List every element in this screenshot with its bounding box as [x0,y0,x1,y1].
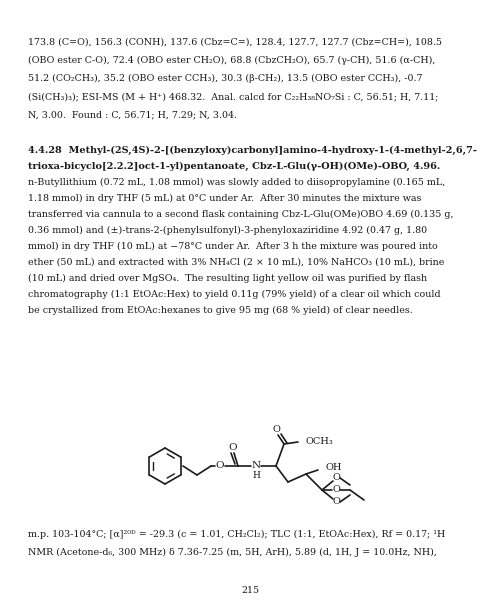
Text: (OBO ester C-O), 72.4 (OBO ester CH₂O), 68.8 (CbzCH₂O), 65.7 (γ-CH), 51.6 (α-CH): (OBO ester C-O), 72.4 (OBO ester CH₂O), … [28,56,436,65]
Text: ether (50 mL) and extracted with 3% NH₄Cl (2 × 10 mL), 10% NaHCO₃ (10 mL), brine: ether (50 mL) and extracted with 3% NH₄C… [28,258,444,267]
Text: 0.36 mmol) and (±)-trans-2-(phenylsulfonyl)-3-phenyloxaziridine 4.92 (0.47 g, 1.: 0.36 mmol) and (±)-trans-2-(phenylsulfon… [28,226,427,235]
Text: O: O [216,462,224,471]
Text: transferred via cannula to a second flask containing Cbz-L-Glu(OMe)OBO 4.69 (0.1: transferred via cannula to a second flas… [28,210,454,219]
Text: NMR (Acetone-d₆, 300 MHz) δ 7.36-7.25 (m, 5H, ArH), 5.89 (d, 1H, J = 10.0Hz, NH): NMR (Acetone-d₆, 300 MHz) δ 7.36-7.25 (m… [28,548,437,557]
Text: N, 3.00.  Found : C, 56.71; H, 7.29; N, 3.04.: N, 3.00. Found : C, 56.71; H, 7.29; N, 3… [28,110,237,119]
Text: mmol) in dry THF (10 mL) at −78°C under Ar.  After 3 h the mixture was poured in: mmol) in dry THF (10 mL) at −78°C under … [28,242,438,251]
Text: O: O [332,498,340,507]
Text: trioxa-bicyclo[2.2.2]oct-1-yl)pentanoate, Cbz-L-Glu(γ-OH)(OMe)-OBO, 4.96.: trioxa-bicyclo[2.2.2]oct-1-yl)pentanoate… [28,162,440,171]
Text: N: N [252,462,260,471]
Text: O: O [272,426,280,434]
Text: be crystallized from EtOAc:hexanes to give 95 mg (68 % yield) of clear needles.: be crystallized from EtOAc:hexanes to gi… [28,306,413,315]
Text: (Si(CH₃)₃); ESI-MS (M + H⁺) 468.32.  Anal. calcd for C₂₂H₃₈NO₇Si : C, 56.51; H, : (Si(CH₃)₃); ESI-MS (M + H⁺) 468.32. Anal… [28,92,438,101]
Text: 1.18 mmol) in dry THF (5 mL) at 0°C under Ar.  After 30 minutes the mixture was: 1.18 mmol) in dry THF (5 mL) at 0°C unde… [28,194,421,203]
Text: chromatography (1:1 EtOAc:Hex) to yield 0.11g (79% yield) of a clear oil which c: chromatography (1:1 EtOAc:Hex) to yield … [28,290,440,299]
Text: 215: 215 [241,586,259,595]
Text: (10 mL) and dried over MgSO₄.  The resulting light yellow oil was purified by fl: (10 mL) and dried over MgSO₄. The result… [28,274,427,283]
Text: OH: OH [326,463,342,473]
Text: OCH₃: OCH₃ [306,437,334,446]
Text: 51.2 (CO₂CH₃), 35.2 (OBO ester CCH₃), 30.3 (β-CH₂), 13.5 (OBO ester CCH₃), -0.7: 51.2 (CO₂CH₃), 35.2 (OBO ester CCH₃), 30… [28,74,422,83]
Text: n-Butyllithium (0.72 mL, 1.08 mmol) was slowly added to diisopropylamine (0.165 : n-Butyllithium (0.72 mL, 1.08 mmol) was … [28,178,446,187]
Text: 173.8 (C=O), 156.3 (CONH), 137.6 (Cbz=C=), 128.4, 127.7, 127.7 (Cbz=CH=), 108.5: 173.8 (C=O), 156.3 (CONH), 137.6 (Cbz=C=… [28,38,442,47]
Text: 4.4.28  Methyl-(2S,4S)-2-[(benzyloxy)carbonyl]amino-4-hydroxy-1-(4-methyl-2,6,7-: 4.4.28 Methyl-(2S,4S)-2-[(benzyloxy)carb… [28,146,477,155]
Text: O: O [228,443,237,452]
Text: H: H [252,471,260,481]
Text: O: O [332,474,340,482]
Text: m.p. 103-104°C; [α]²⁰ᴰ = -29.3 (c = 1.01, CH₂Cl₂); TLC (1:1, EtOAc:Hex), Rf = 0.: m.p. 103-104°C; [α]²⁰ᴰ = -29.3 (c = 1.01… [28,530,446,539]
Text: O: O [332,485,340,495]
